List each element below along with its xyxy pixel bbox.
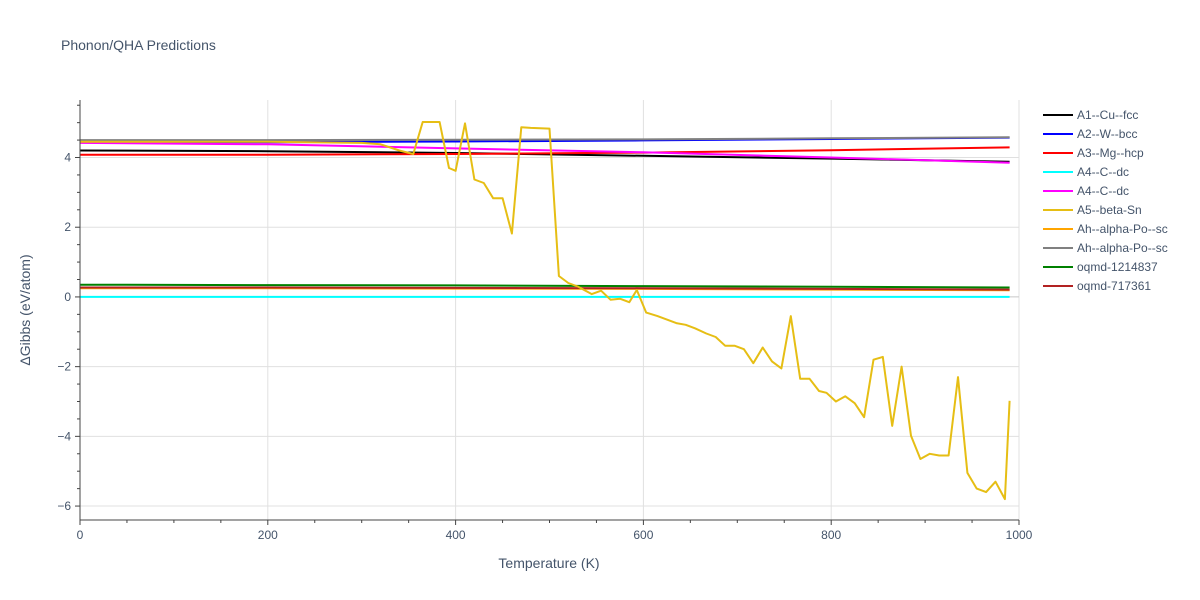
legend-label: Ah--alpha-Po--sc [1077, 241, 1168, 255]
y-tick-label: 0 [64, 290, 71, 304]
y-tick-label: −2 [57, 360, 71, 374]
plot-area [79, 121, 1011, 501]
series-line-4 [79, 141, 1010, 164]
legend-label: Ah--alpha-Po--sc [1077, 222, 1168, 236]
legend-label: A1--Cu--fcc [1077, 108, 1138, 122]
legend-label: A4--C--dc [1077, 165, 1129, 179]
x-tick-label: 1000 [1006, 528, 1033, 542]
legend-label: A4--C--dc [1077, 184, 1129, 198]
legend-label: A5--beta-Sn [1077, 203, 1142, 217]
x-tick-label: 600 [633, 528, 653, 542]
legend-label: A2--W--bcc [1077, 127, 1137, 141]
legend[interactable]: A1--Cu--fcc A2--W--bcc A3--Mg--hcp A4--C--d… [1043, 108, 1168, 293]
legend-label: A3--Mg--hcp [1077, 146, 1144, 160]
y-tick-label: 4 [64, 151, 71, 165]
x-tick-label: 800 [821, 528, 841, 542]
chart-title: Phonon/QHA Predictions [61, 37, 216, 53]
x-tick-label: 400 [446, 528, 466, 542]
y-tick-label: −6 [57, 499, 71, 513]
x-axis-title: Temperature (K) [498, 555, 599, 571]
y-tick-label: 2 [64, 220, 71, 234]
x-tick-label: 200 [258, 528, 278, 542]
series-line-8 [79, 283, 1010, 289]
series-line-5 [80, 121, 1011, 501]
series-line-9 [80, 286, 1010, 291]
legend-label: oqmd-717361 [1077, 279, 1151, 293]
y-tick-label: −4 [57, 429, 71, 443]
series-line-0 [79, 149, 1010, 163]
x-tick-label: 0 [77, 528, 84, 542]
legend-label: oqmd-1214837 [1077, 260, 1158, 274]
y-axis-title: ΔGibbs (eV/atom) [17, 254, 33, 365]
grid [80, 100, 1020, 520]
axes: 0 200 400 600 800 1000 −6 −4 −2 0 2 4 [57, 100, 1033, 542]
series-line-2 [80, 146, 1010, 156]
